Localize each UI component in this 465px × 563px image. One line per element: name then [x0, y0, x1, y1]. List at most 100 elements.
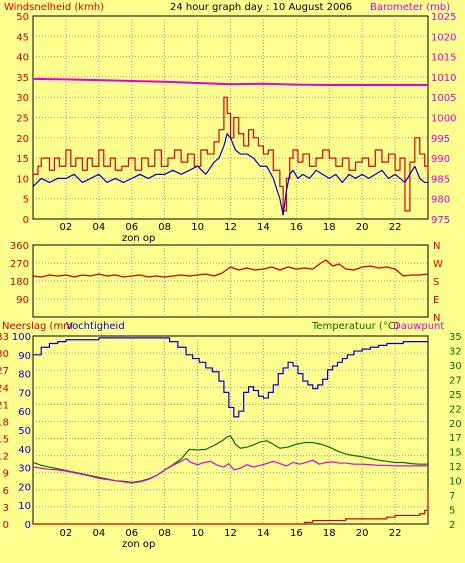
y-tick-label-temperature: 5 — [449, 506, 455, 517]
y-tick-label-temperature: 7 — [449, 491, 455, 502]
y-tick-label-humidity: 70 — [18, 388, 31, 399]
y-tick-label-humidity: 40 — [18, 445, 31, 456]
y-tick-label-direction: 180 — [10, 277, 29, 288]
x-tick-label-climate: 04 — [92, 528, 105, 539]
y-tick-label-temperature: 15 — [449, 448, 462, 459]
y-tick-label-humidity: 80 — [18, 370, 31, 381]
x-tick-label-climate: 22 — [389, 528, 402, 539]
x-tick-label-wind: 20 — [356, 222, 369, 233]
y-tick-label-temperature: 25 — [449, 390, 462, 401]
y-tick-label-rain: 6 — [3, 486, 9, 497]
y-tick-label-rain: 0 — [3, 520, 9, 531]
y-tick-label-humidity: 50 — [18, 426, 31, 437]
y-tick-label-wind: 40 — [16, 53, 29, 64]
y-tick-label-humidity: 60 — [18, 407, 31, 418]
y-tick-label-temperature: 22 — [449, 404, 462, 415]
y-tick-label-rain: 33 — [0, 332, 9, 343]
y-tick-label-humidity: 100 — [12, 332, 31, 343]
y-tick-label-wind: 30 — [16, 93, 29, 104]
y-tick-label-temperature: 12 — [449, 462, 462, 473]
y-tick-label-temperature: 17 — [449, 433, 462, 444]
y-tick-label-barometer: 975 — [431, 215, 450, 226]
x-tick-label-climate: 08 — [158, 528, 171, 539]
y-tick-label-temperature: 32 — [449, 346, 462, 357]
y-tick-label-temperature: 2 — [449, 520, 455, 531]
y-tick-label-rain: 30 — [0, 349, 9, 360]
y-tick-label-wind: 25 — [16, 114, 29, 125]
y-tick-label-barometer: 1020 — [431, 32, 456, 43]
y-tick-label-barometer: 995 — [431, 134, 450, 145]
y-tick-label-wind: 45 — [16, 32, 29, 43]
y-tick-label-temperature: 30 — [449, 361, 462, 372]
y-tick-label-humidity: 10 — [18, 501, 31, 512]
y-tick-label-compass: E — [433, 295, 439, 306]
y-tick-label-barometer: 1005 — [431, 93, 456, 104]
y-tick-label-wind: 35 — [16, 73, 29, 84]
y-tick-label-humidity: 30 — [18, 464, 31, 475]
x-tick-label-wind: 06 — [125, 222, 138, 233]
sunrise-note-bottom: zon op — [122, 539, 155, 550]
x-tick-label-climate: 12 — [224, 528, 237, 539]
y-tick-label-humidity: 0 — [25, 520, 31, 531]
y-tick-label-direction: 360 — [10, 241, 29, 252]
temperature-line — [32, 435, 428, 484]
y-tick-label-direction: 270 — [10, 259, 29, 270]
y-tick-label-temperature: 20 — [449, 419, 462, 430]
x-tick-label-climate: 16 — [290, 528, 303, 539]
y-tick-label-rain: 21 — [0, 400, 9, 411]
y-tick-label-wind: 20 — [16, 134, 29, 145]
y-tick-label-rain: 24 — [0, 383, 9, 394]
y-tick-label-humidity: 90 — [18, 351, 31, 362]
y-tick-label-wind: 10 — [16, 174, 29, 185]
y-tick-label-temperature: 35 — [449, 332, 462, 343]
chart-title: 24 hour graph day : 10 August 2006 — [170, 2, 352, 13]
dewpoint-axis-label: Dauwpunt — [393, 321, 444, 332]
rain-line — [33, 489, 429, 525]
x-tick-label-wind: 02 — [60, 222, 73, 233]
rain-axis-label: Neerslag (mm — [2, 321, 73, 332]
x-tick-label-climate: 20 — [356, 528, 369, 539]
wind-axis-label: Windsnelheid (kmh) — [4, 2, 104, 13]
y-tick-label-wind: 50 — [16, 12, 29, 23]
temperature-axis-label: Temperatuur (°C) — [311, 321, 399, 332]
x-tick-label-climate: 02 — [60, 528, 73, 539]
y-tick-label-barometer: 980 — [431, 195, 450, 206]
y-tick-label-rain: 15 — [0, 435, 9, 446]
y-tick-label-barometer: 1025 — [431, 12, 456, 23]
y-tick-label-direction: 90 — [16, 295, 29, 306]
barometer-line — [32, 77, 428, 87]
y-tick-label-rain: 3 — [3, 503, 9, 514]
x-tick-label-climate: 10 — [191, 528, 204, 539]
dewpoint-line — [32, 457, 428, 484]
humidity-axis-label: Vochtigheid — [66, 321, 125, 332]
y-tick-label-rain: 27 — [0, 366, 9, 377]
y-tick-label-rain: 9 — [3, 469, 9, 480]
x-tick-label-climate: 06 — [125, 528, 138, 539]
y-tick-label-barometer: 1000 — [431, 114, 456, 125]
y-tick-label-barometer: 990 — [431, 154, 450, 165]
x-tick-label-wind: 16 — [290, 222, 303, 233]
y-tick-label-compass: W — [433, 259, 443, 270]
y-tick-label-wind: 5 — [23, 195, 29, 206]
y-tick-label-barometer: 1015 — [431, 53, 456, 64]
y-tick-label-wind: 0 — [23, 215, 29, 226]
x-tick-label-wind: 04 — [92, 222, 105, 233]
x-tick-label-wind: 14 — [257, 222, 270, 233]
y-tick-label-rain: 12 — [0, 452, 9, 463]
y-tick-label-compass: N — [433, 313, 440, 324]
y-tick-label-humidity: 20 — [18, 482, 31, 493]
x-tick-label-climate: 18 — [323, 528, 336, 539]
barometer-axis-label: Barometer (mb) — [370, 2, 450, 13]
x-tick-label-wind: 18 — [323, 222, 336, 233]
x-tick-label-climate: 14 — [257, 528, 270, 539]
sunrise-note-top: zon op — [122, 233, 155, 244]
y-tick-label-barometer: 985 — [431, 174, 450, 185]
y-tick-label-rain: 18 — [0, 417, 9, 428]
x-tick-label-wind: 22 — [389, 222, 402, 233]
humidity-line — [33, 337, 428, 418]
y-tick-label-barometer: 1010 — [431, 73, 456, 84]
wind-gust-line — [33, 96, 429, 212]
x-tick-label-wind: 08 — [158, 222, 171, 233]
